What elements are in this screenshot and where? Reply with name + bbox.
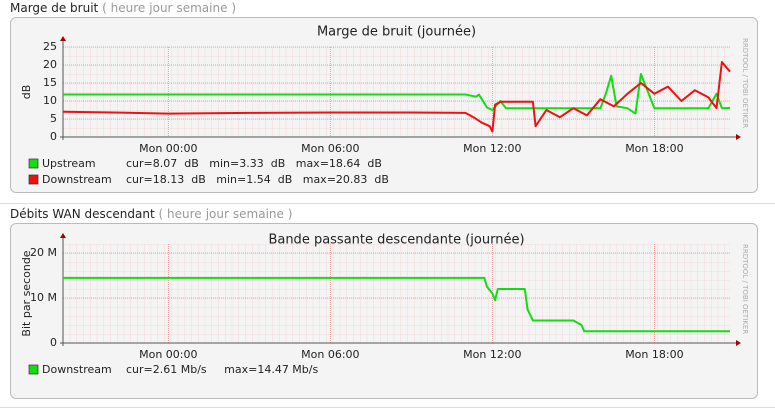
x-tick-label: Mon 00:00 [139,142,197,155]
chart-title: Bande passante descendante (journée) [268,233,524,248]
x-tick-label: Mon 06:00 [301,142,359,155]
x-tick-label: Mon 00:00 [139,348,197,361]
legend-label: Downstream [42,173,112,186]
series-line [63,73,731,115]
y-tick-label: 5 [50,112,57,125]
link[interactable]: heure [110,1,146,15]
y-tick-label: 0 [50,336,57,349]
chart: Bande passante descendante (journée) RRDT… [15,228,753,394]
legend-stats: cur=2.61 Mb/s max=14.47 Mb/s [126,363,318,376]
series-line [62,61,731,133]
chart-title: Marge de bruit (journée) [317,25,476,40]
link[interactable]: jour [149,1,173,15]
legend-label: Upstream [42,157,96,170]
y-axis-label: dB [20,85,33,100]
link[interactable]: jour [205,207,229,221]
link[interactable]: heure [167,207,202,221]
section-title: Débits WAN descendant [10,207,155,221]
legend-swatch [28,158,39,169]
series-line [63,276,730,333]
y-tick-label: 20 [43,58,57,71]
x-tick-label: Mon 12:00 [463,142,521,155]
link[interactable]: semaine [232,207,284,221]
separator [0,203,775,204]
legend-stats: cur=18.13 dB min=1.54 dB max=20.83 dB [126,173,389,186]
graph-box: Marge de bruit (journée) RRDTOOL / TOBI O… [10,17,758,193]
y-axis-label: Bit par seconde [20,250,33,336]
side-note: RRDTOOL / TOBI OETIKER [741,244,749,334]
plot-area [63,47,730,137]
y-tick-label: 25 [43,40,57,53]
x-tick-label: Mon 18:00 [625,142,683,155]
axis-arrow [60,36,66,41]
link[interactable]: semaine [176,1,228,15]
legend-swatch [28,364,39,375]
x-tick-label: Mon 06:00 [301,348,359,361]
chart: Marge de bruit (journée) RRDTOOL / TOBI O… [15,22,753,188]
x-tick-label: Mon 12:00 [463,348,521,361]
separator [0,407,775,408]
section-title: Marge de bruit [10,1,99,15]
axis-arrow [736,134,741,140]
legend-label: Downstream [42,363,112,376]
y-tick-label: 10 M [30,291,57,304]
y-tick-label: 0 [50,130,57,143]
x-tick-label: Mon 18:00 [625,348,683,361]
axis-arrow [736,340,741,346]
y-tick-label: 15 [43,76,57,89]
axis-arrow [60,233,66,238]
plot-area [63,244,730,343]
legend-swatch [28,174,39,185]
legend-stats: cur=8.07 dB min=3.33 dB max=18.64 dB [126,157,382,170]
side-note: RRDTOOL / TOBI OETIKER [741,38,749,128]
y-tick-label: 10 [43,94,57,107]
graph-box: Bande passante descendante (journée) RRDT… [10,223,758,399]
y-tick-label: 20 M [30,246,57,259]
